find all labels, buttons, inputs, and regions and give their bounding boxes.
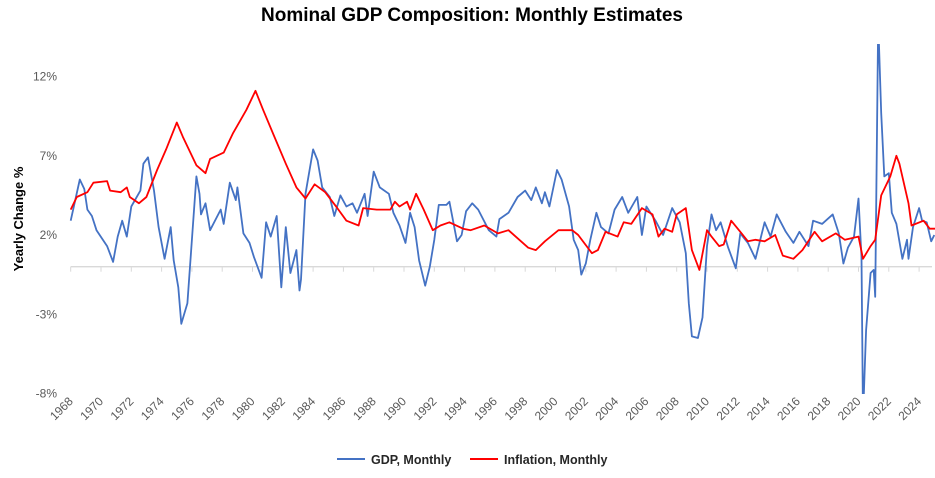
- chart-title: Nominal GDP Composition: Monthly Estimat…: [261, 5, 683, 26]
- x-tick-label: 1976: [168, 394, 197, 423]
- y-tick-label: 12%: [33, 70, 57, 84]
- inflation-monthly-line: [69, 89, 935, 271]
- gdp-monthly-line: [69, 44, 935, 394]
- y-tick-label: 7%: [40, 149, 58, 163]
- series-lines: [69, 44, 935, 394]
- x-tick-label: 2012: [714, 394, 743, 423]
- x-tick-label: 1984: [289, 394, 318, 423]
- x-tick-label: 1990: [380, 394, 409, 423]
- x-tick-label: 2000: [532, 394, 561, 423]
- x-tick-label: 2018: [805, 394, 834, 423]
- x-tick-label: 1992: [411, 394, 440, 423]
- x-tick-label: 1980: [229, 394, 258, 423]
- x-tick-label: 1972: [108, 394, 137, 423]
- y-tick-label: 2%: [40, 228, 58, 242]
- x-tick-label: 2022: [865, 394, 894, 423]
- x-tick-label: 1994: [441, 394, 470, 423]
- legend: GDP, Monthly Inflation, Monthly: [337, 453, 608, 467]
- x-tick-label: 1982: [259, 394, 288, 423]
- x-tick-label: 1998: [502, 394, 531, 423]
- x-tick-label: 1970: [77, 394, 106, 423]
- x-tick-label: 2016: [774, 394, 803, 423]
- x-tick-label: 2008: [653, 394, 682, 423]
- y-tick-label: -8%: [36, 387, 58, 401]
- y-tick-labels: -8% -3% 2% 7% 12%: [33, 70, 57, 401]
- x-tick-label: 2010: [683, 394, 712, 423]
- x-tick-label: 2004: [592, 394, 621, 423]
- x-axis: 1968 1970 1972 1974 1976 1978 1980 1982 1984 1986…: [47, 266, 932, 423]
- legend-inflation-label: Inflation, Monthly: [504, 453, 608, 467]
- x-tick-label: 2006: [623, 394, 652, 423]
- x-tick-label: 2024: [895, 394, 924, 423]
- x-tick-label: 1986: [320, 394, 349, 423]
- x-tick-label: 2002: [562, 394, 591, 423]
- x-tick-label: 2014: [744, 394, 773, 423]
- x-tick-label: 1996: [471, 394, 500, 423]
- x-tick-label: 1988: [350, 394, 379, 423]
- y-axis-label: Yearly Change %: [11, 166, 26, 271]
- x-tick-label: 1978: [199, 394, 228, 423]
- y-tick-label: -3%: [36, 307, 58, 321]
- x-tick-label: 1974: [138, 394, 167, 423]
- x-tick-label: 2020: [835, 394, 864, 423]
- legend-gdp-label: GDP, Monthly: [371, 453, 451, 467]
